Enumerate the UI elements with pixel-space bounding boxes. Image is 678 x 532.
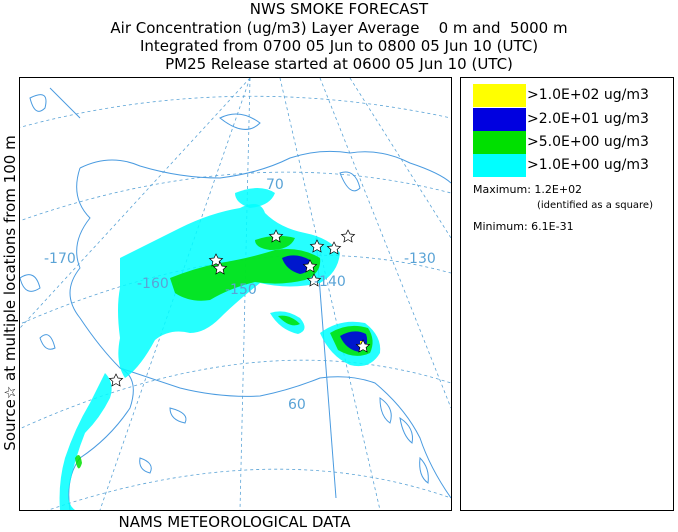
grid-labels: -170 -160 -150 -140 -130 70 60 [44,177,436,413]
smoke-map[interactable]: -170 -160 -150 -140 -130 70 60 [19,77,452,511]
lon-label-170: -170 [44,251,76,267]
lat-label-60: 60 [288,397,306,413]
legend-swatch-yellow [473,84,526,107]
lon-label-150: -150 [225,282,257,298]
latitude-lines [20,95,451,510]
coastline [20,94,451,510]
legend-label: >1.0E+00 ug/m3 [527,157,649,173]
met-data-footer: NAMS METEOROLOGICAL DATA [118,513,351,531]
lat-label-70: 70 [266,177,284,193]
legend-swatch-blue [473,108,526,131]
legend-label: >5.0E+00 ug/m3 [527,134,649,150]
maximum-value: Maximum: 1.2E+02 [473,183,583,196]
minimum-value: Minimum: 6.1E-31 [473,220,574,233]
legend-swatch-cyan [473,154,526,177]
legend-label: >1.0E+02 ug/m3 [527,87,649,103]
legend-label: >2.0E+01 ug/m3 [527,111,649,127]
lon-label-140: -140 [314,274,346,290]
map-canvas: -170 -160 -150 -140 -130 70 60 [20,78,451,510]
forecast-title: NWS SMOKE FORECAST [249,0,429,18]
release-start: PM25 Release started at 0600 05 Jun 10 (… [165,55,513,73]
lon-label-130: -130 [404,251,436,267]
legend-swatch-green [473,131,526,154]
source-stars [108,229,371,387]
lon-label-160: -160 [137,276,169,292]
maximum-note: (identified as a square) [537,200,653,211]
integration-period: Integrated from 0700 05 Jun to 0800 05 J… [139,37,539,55]
source-side-label: Source☆ at multiple locations from 100 m [0,135,19,451]
concentration-subtitle: Air Concentration (ug/m3) Layer Average … [110,19,568,37]
legend-panel: >1.0E+02 ug/m3 >2.0E+01 ug/m3 >5.0E+00 u… [460,77,674,511]
